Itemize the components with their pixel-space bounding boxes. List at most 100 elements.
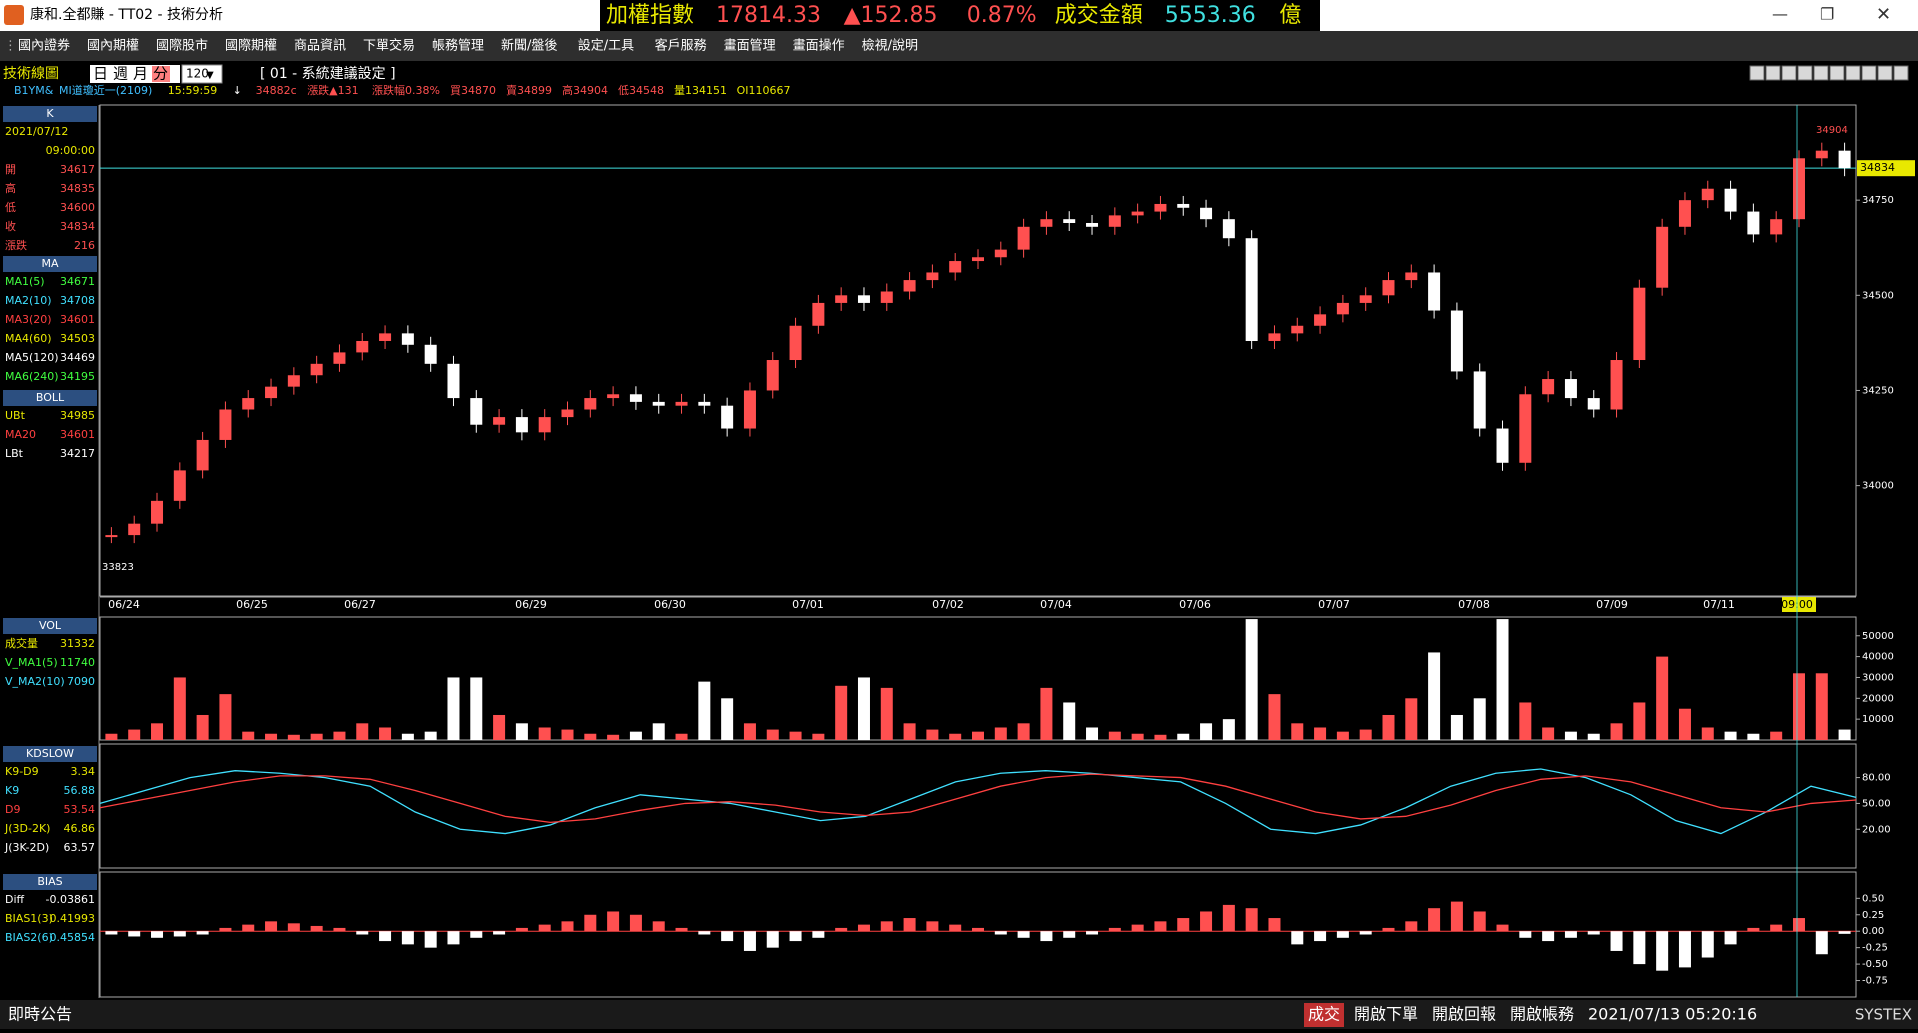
row-label: 低 (5, 201, 16, 214)
candle-body (1154, 203, 1167, 212)
status-button[interactable]: 開啟下單 (1354, 1005, 1418, 1024)
period-option[interactable]: 月 (133, 65, 148, 83)
candle-body (698, 401, 711, 406)
menu-item[interactable]: 國內期權 (87, 39, 139, 54)
bar (880, 921, 893, 932)
menu-item[interactable]: 畫面管理 (724, 39, 776, 54)
bar (1496, 924, 1509, 932)
candle-body (1724, 188, 1737, 212)
date-label: 07/11 (1703, 598, 1735, 611)
tool-button[interactable] (1829, 65, 1845, 81)
panel-frame (99, 104, 1857, 597)
tool-button[interactable] (1813, 65, 1829, 81)
candle-body (652, 401, 665, 406)
candle-body (1587, 398, 1600, 410)
row-value: 11740 (60, 656, 95, 669)
bar (219, 694, 232, 740)
menu-item[interactable]: 畫面操作 (793, 38, 845, 54)
tool-button[interactable] (1781, 65, 1797, 81)
close-button[interactable]: ✕ (1876, 4, 1891, 25)
bar (1701, 931, 1714, 958)
bar (1405, 698, 1418, 740)
bar (1838, 729, 1851, 740)
menu-item[interactable]: 國內證券 (18, 38, 70, 54)
period-option[interactable]: 週 (113, 65, 128, 83)
count-value[interactable]: 120 (186, 67, 209, 81)
row-label: LBt (5, 447, 24, 460)
quote-item: 漲跌幅0.38% (372, 83, 440, 97)
bar (128, 729, 141, 740)
candle-body (1815, 150, 1828, 159)
row-value: 34834 (60, 220, 95, 233)
candle-body (1108, 215, 1121, 227)
tool-button[interactable] (1877, 65, 1893, 81)
bar (1177, 733, 1190, 740)
window-title: 康和.全都賺 - TT02 - 技術分析 (30, 6, 223, 23)
bar (1678, 708, 1691, 740)
menu-item[interactable]: 下單交易 (363, 38, 415, 54)
bar (607, 734, 620, 740)
status-button[interactable]: 開啟帳務 (1510, 1005, 1574, 1024)
quote-item: 買34870 (450, 84, 496, 97)
tool-button[interactable] (1845, 65, 1861, 81)
tool-button[interactable] (1749, 65, 1765, 81)
tool-button[interactable] (1893, 65, 1909, 81)
row-label: MA5(120) (5, 351, 59, 364)
tool-button[interactable] (1861, 65, 1877, 81)
bar (584, 914, 597, 932)
minimize-button[interactable]: — (1772, 5, 1788, 24)
menu-item[interactable]: 國際股市 (156, 38, 208, 54)
date-label: 07/07 (1318, 598, 1350, 611)
period-option[interactable]: 分 (153, 65, 168, 83)
bar (1382, 714, 1395, 740)
bar (1633, 931, 1646, 965)
quote-item: 高34904 (562, 83, 608, 97)
bar (721, 931, 734, 942)
bar (1405, 921, 1418, 932)
bar (1610, 723, 1623, 740)
bar (1108, 731, 1121, 740)
bar (538, 924, 551, 932)
menu-item[interactable]: 設定/工具 (578, 38, 634, 54)
status-button[interactable]: 成交 (1308, 1005, 1340, 1024)
tool-button[interactable] (1765, 65, 1781, 81)
menu-item[interactable]: 客戶服務 (655, 38, 707, 54)
status-button[interactable]: 開啟回報 (1432, 1005, 1496, 1024)
period-option[interactable]: 日 (93, 65, 108, 83)
bar (333, 927, 346, 932)
menu-item[interactable]: 檢視/說明 (862, 38, 918, 54)
row-label: BIAS1(3) (5, 912, 53, 925)
bar (675, 927, 688, 932)
bar (401, 733, 414, 740)
candle-body (857, 295, 870, 303)
bar (310, 925, 323, 932)
bar (151, 723, 164, 740)
bar (310, 733, 323, 740)
maximize-button[interactable]: ❐ (1820, 5, 1834, 24)
bar (1291, 723, 1304, 740)
menu-item[interactable]: 商品資訊 (294, 39, 346, 54)
bar (629, 731, 642, 740)
bar (652, 921, 665, 932)
menu-item[interactable]: 新聞/盤後 (501, 38, 557, 54)
bar (1063, 702, 1076, 740)
y-tick-label: 20.00 (1862, 824, 1891, 835)
menu-item[interactable]: 帳務管理 (432, 39, 484, 54)
bar (424, 931, 437, 948)
row-label: 成交量 (5, 636, 38, 650)
y-tick-label: -0.75 (1862, 976, 1888, 987)
tool-button[interactable] (1797, 65, 1813, 81)
bar (812, 931, 825, 938)
row-value: 63.57 (64, 841, 96, 854)
bar (652, 723, 665, 740)
candle-body (1838, 150, 1851, 169)
candle-body (1086, 222, 1099, 227)
bar (789, 731, 802, 740)
candle-body (1496, 428, 1509, 463)
row-value: 3.34 (71, 765, 96, 778)
row-label: 高 (5, 181, 16, 195)
menu-item[interactable]: 國際期權 (225, 39, 277, 54)
panel-header (3, 256, 97, 272)
panel-title: KDSLOW (26, 747, 74, 760)
